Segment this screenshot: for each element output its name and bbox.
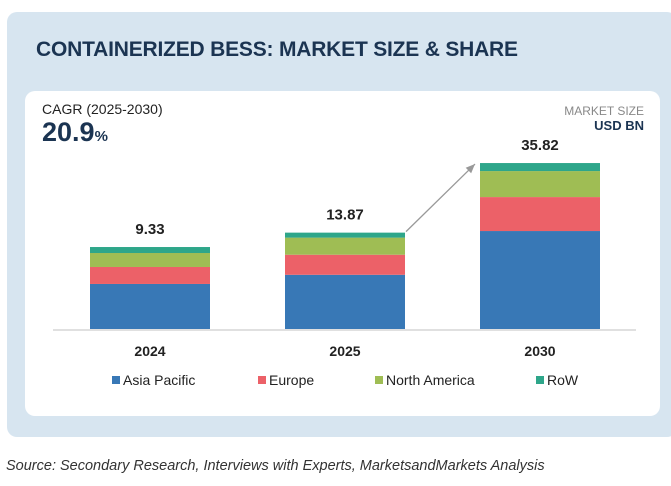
source-note: Source: Secondary Research, Interviews w… bbox=[6, 458, 545, 474]
legend-swatch-icon bbox=[536, 376, 544, 384]
legend-label: Europe bbox=[269, 372, 315, 388]
bar-segment-row-2025 bbox=[285, 232, 405, 238]
cagr-unit: % bbox=[94, 128, 108, 145]
chart-title: CONTAINERIZED BESS: MARKET SIZE & SHARE bbox=[36, 38, 518, 61]
bar-segment-asia-pacific-2030 bbox=[480, 231, 600, 329]
legend-item-europe: Europe bbox=[258, 372, 314, 388]
bar-segment-row-2024 bbox=[90, 247, 210, 254]
total-label-2024: 9.33 bbox=[135, 221, 164, 238]
bar-segment-asia-pacific-2024 bbox=[90, 283, 210, 329]
bar-segment-europe-2025 bbox=[285, 254, 405, 275]
x-tick-label-2025: 2025 bbox=[329, 343, 360, 359]
x-tick-label-2024: 2024 bbox=[134, 343, 165, 359]
bar-segment-asia-pacific-2025 bbox=[285, 274, 405, 329]
legend-item-row: RoW bbox=[536, 372, 578, 388]
legend-item-north-america: North America bbox=[375, 372, 475, 388]
x-tick-label-2030: 2030 bbox=[524, 343, 555, 359]
legend-label: Asia Pacific bbox=[123, 372, 196, 388]
legend-item-asia-pacific: Asia Pacific bbox=[112, 372, 195, 388]
market-size-unit: USD BN bbox=[594, 118, 644, 133]
growth-arrow bbox=[405, 163, 476, 233]
legend-label: North America bbox=[386, 372, 475, 388]
bar-segment-europe-2024 bbox=[90, 266, 210, 284]
bar-segment-europe-2030 bbox=[480, 197, 600, 232]
cagr-value: 20.9% bbox=[42, 117, 108, 148]
growth-arrowhead-icon bbox=[465, 164, 475, 174]
bar-segment-north-america-2024 bbox=[90, 253, 210, 267]
market-size-label: MARKET SIZE bbox=[564, 104, 644, 118]
legend-label: RoW bbox=[547, 372, 579, 388]
cagr-number: 20.9 bbox=[42, 117, 95, 147]
legend-swatch-icon bbox=[112, 376, 120, 384]
bar-segment-row-2030 bbox=[480, 163, 600, 172]
total-label-2025: 13.87 bbox=[326, 207, 364, 224]
cagr-label: CAGR (2025-2030) bbox=[42, 101, 163, 117]
legend-swatch-icon bbox=[258, 376, 266, 384]
bar-segment-north-america-2030 bbox=[480, 171, 600, 198]
legend-swatch-icon bbox=[375, 376, 383, 384]
total-label-2030: 35.82 bbox=[521, 137, 559, 154]
bar-segment-north-america-2025 bbox=[285, 237, 405, 255]
